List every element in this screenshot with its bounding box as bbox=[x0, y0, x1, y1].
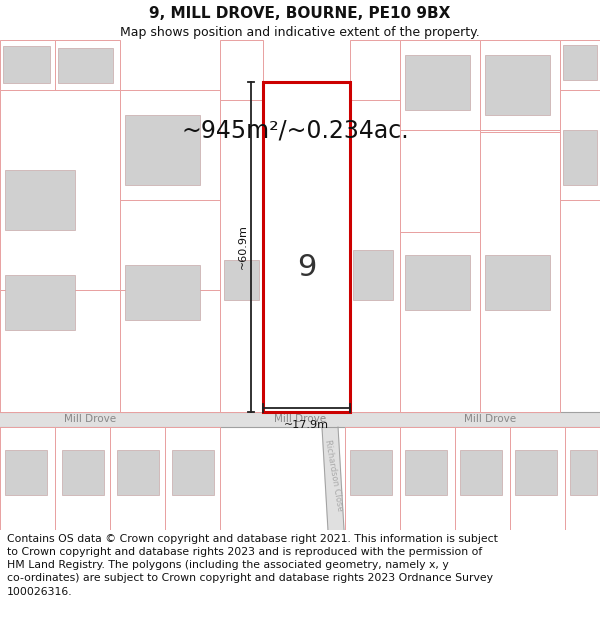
Bar bbox=[350, 450, 392, 495]
Bar bbox=[125, 265, 200, 320]
Text: Map shows position and indicative extent of the property.: Map shows position and indicative extent… bbox=[120, 26, 480, 39]
Bar bbox=[563, 45, 597, 80]
Bar bbox=[560, 90, 600, 200]
Bar bbox=[400, 130, 480, 232]
Text: ~945m²/~0.234ac.: ~945m²/~0.234ac. bbox=[181, 118, 409, 142]
Bar bbox=[55, 427, 110, 530]
Bar bbox=[172, 450, 214, 495]
Bar bbox=[460, 450, 502, 495]
Bar bbox=[120, 90, 220, 200]
Bar bbox=[350, 92, 400, 412]
Bar bbox=[0, 90, 120, 290]
Bar bbox=[5, 450, 47, 495]
Bar bbox=[480, 132, 560, 412]
Bar bbox=[560, 40, 600, 90]
Bar bbox=[117, 450, 159, 495]
Text: Contains OS data © Crown copyright and database right 2021. This information is : Contains OS data © Crown copyright and d… bbox=[7, 534, 498, 597]
Bar bbox=[55, 40, 120, 90]
Text: 9, MILL DROVE, BOURNE, PE10 9BX: 9, MILL DROVE, BOURNE, PE10 9BX bbox=[149, 6, 451, 21]
Bar bbox=[62, 450, 104, 495]
Bar bbox=[510, 427, 565, 530]
Text: Mill Drove: Mill Drove bbox=[64, 414, 116, 424]
Bar bbox=[220, 40, 263, 100]
Bar bbox=[400, 427, 455, 530]
Bar bbox=[563, 130, 597, 185]
Text: Mill Drove: Mill Drove bbox=[464, 414, 516, 424]
Bar bbox=[165, 427, 220, 530]
Bar bbox=[455, 427, 510, 530]
Text: Richardson Close: Richardson Close bbox=[323, 439, 345, 511]
Bar bbox=[485, 255, 550, 310]
Bar bbox=[345, 427, 400, 530]
Bar bbox=[58, 48, 113, 83]
Text: ~17.9m: ~17.9m bbox=[284, 420, 329, 430]
Text: 9: 9 bbox=[297, 253, 316, 281]
Bar bbox=[5, 275, 75, 330]
Bar bbox=[350, 40, 400, 100]
Bar bbox=[0, 290, 120, 412]
Bar bbox=[125, 115, 200, 185]
Bar bbox=[5, 170, 75, 230]
Bar bbox=[565, 427, 600, 530]
Bar bbox=[405, 255, 470, 310]
Bar bbox=[120, 290, 220, 412]
Text: ~60.9m: ~60.9m bbox=[238, 224, 248, 269]
Bar bbox=[353, 250, 393, 300]
Bar bbox=[400, 40, 480, 130]
Bar bbox=[480, 40, 560, 130]
Bar bbox=[0, 412, 600, 427]
Bar bbox=[0, 40, 55, 90]
Bar bbox=[220, 92, 263, 412]
Bar bbox=[3, 46, 50, 83]
Polygon shape bbox=[322, 427, 344, 530]
Bar bbox=[400, 232, 480, 412]
Bar bbox=[515, 450, 557, 495]
Bar bbox=[263, 82, 350, 412]
Bar bbox=[570, 450, 597, 495]
Bar bbox=[405, 450, 447, 495]
Bar bbox=[0, 427, 55, 530]
Text: Mill Drove: Mill Drove bbox=[274, 414, 326, 424]
Bar bbox=[485, 55, 550, 115]
Bar bbox=[405, 55, 470, 110]
Bar bbox=[110, 427, 165, 530]
Bar bbox=[224, 260, 259, 300]
